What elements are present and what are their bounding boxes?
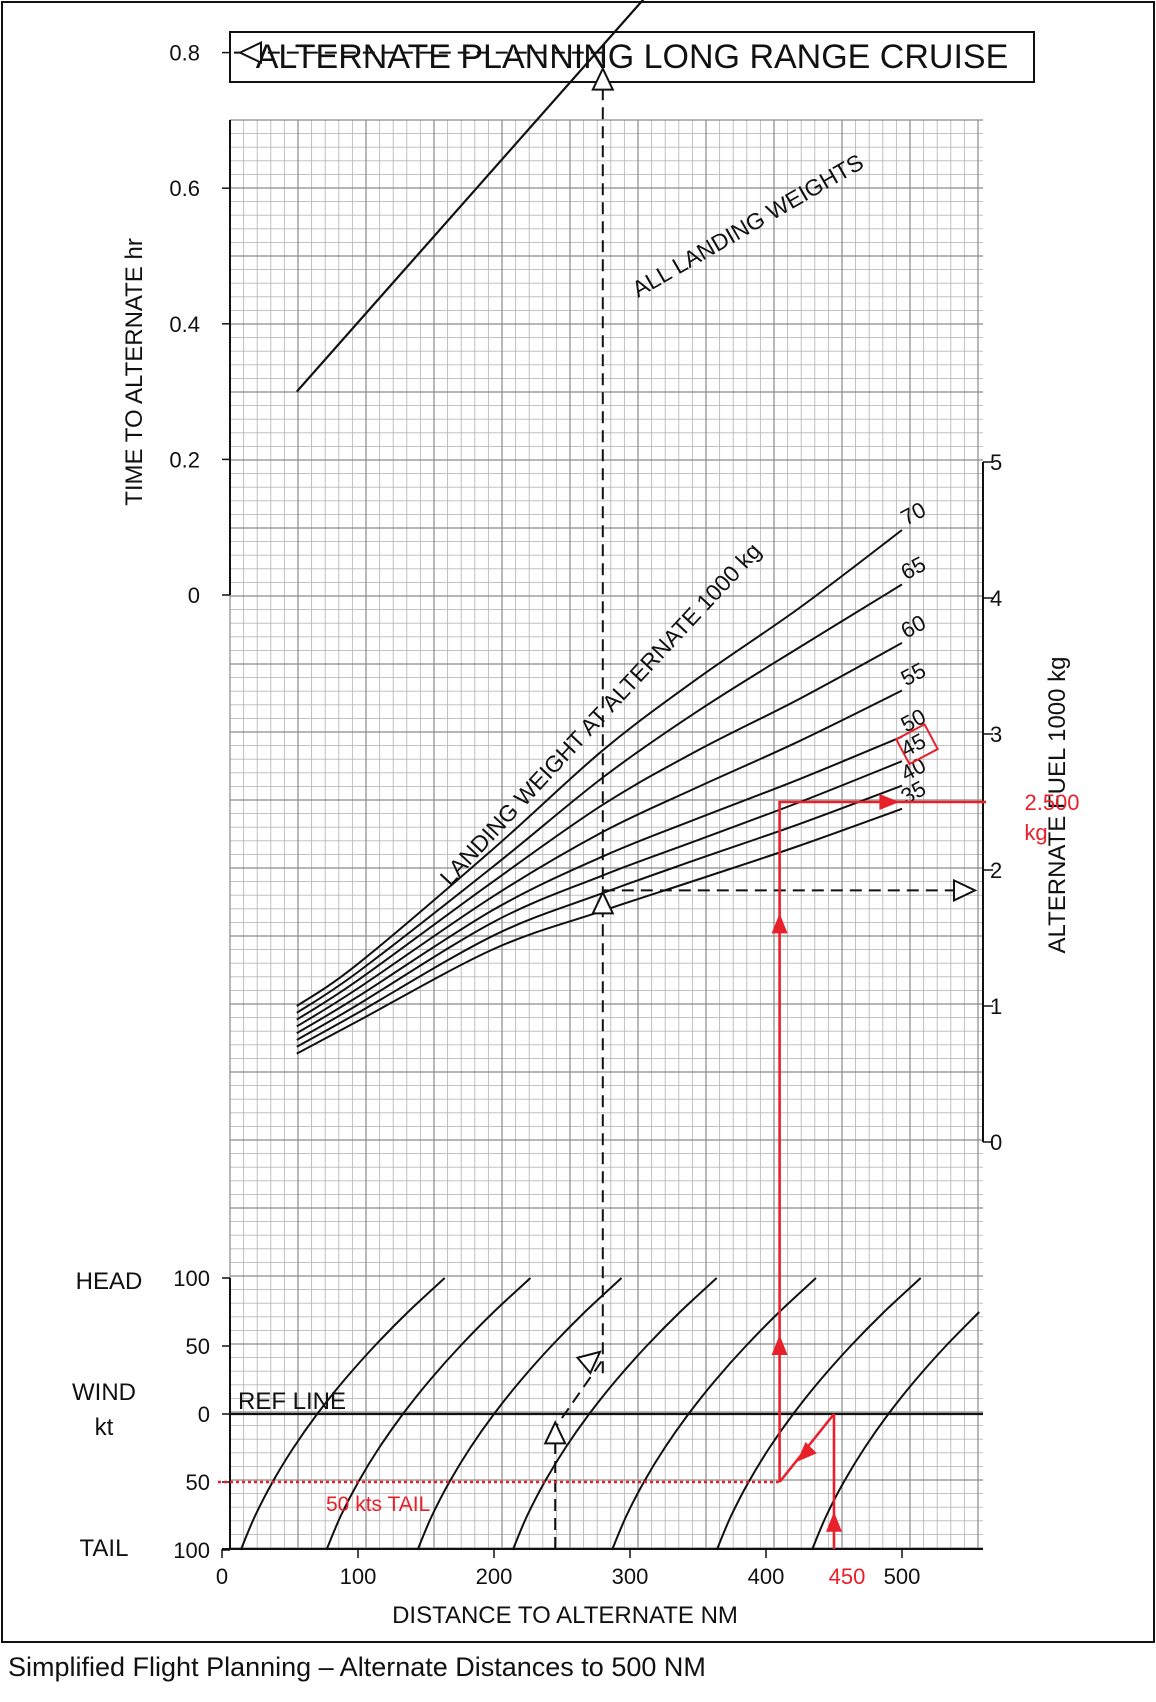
ref-line-label: REF LINE xyxy=(238,1388,346,1415)
border xyxy=(1,1,1155,1643)
wind-tick-label: 50 xyxy=(186,1334,210,1359)
all-landing-weights-label: ALL LANDING WEIGHTS xyxy=(628,149,868,303)
grid-major xyxy=(229,119,983,1549)
figure-caption: Simplified Flight Planning – Alternate D… xyxy=(8,1652,706,1682)
red-arrow-up xyxy=(771,1335,788,1355)
fuel-curve-label-35: 35 xyxy=(897,776,930,810)
time-axis-label: TIME TO ALTERNATE hr xyxy=(121,238,148,506)
fuel-curve-70 xyxy=(296,529,903,1007)
fuel-tick-label: 3 xyxy=(990,722,1002,747)
example-construction xyxy=(218,41,986,1549)
wind-tick-label: 100 xyxy=(173,1538,210,1563)
title-box xyxy=(229,31,1035,83)
arrow-head-left xyxy=(237,41,262,65)
wind-guide-line xyxy=(810,1311,980,1551)
wind-tail-label: TAIL xyxy=(80,1535,129,1562)
x-tick-label: 0 xyxy=(216,1564,228,1589)
time-line-all-weights xyxy=(295,0,645,393)
wind-guide-line xyxy=(325,1277,532,1551)
x-axis-label: DISTANCE TO ALTERNATE NM xyxy=(392,1602,738,1629)
time-tick-label: 0.6 xyxy=(169,176,200,201)
fuel-tick-label: 5 xyxy=(990,450,1002,475)
red-arrow-up xyxy=(771,913,788,934)
time-tick-label: 0.4 xyxy=(169,312,200,337)
wind-guide-line xyxy=(511,1277,718,1551)
wind-title-label: WIND xyxy=(72,1379,136,1406)
fuel-curve-label-60: 60 xyxy=(897,610,930,644)
fuel-axis-label: ALTERNATE FUEL 1000 kg xyxy=(1044,657,1071,954)
time-tick-label: 0.8 xyxy=(169,41,200,66)
wind-tick-label: 100 xyxy=(173,1266,210,1291)
fuel-tick-label: 2 xyxy=(990,858,1002,883)
x-tick-label: 300 xyxy=(612,1564,649,1589)
wind-50-tail-label: 50 kts TAIL xyxy=(326,1493,430,1516)
arrow-head-up xyxy=(591,890,615,915)
red-fuel-path xyxy=(778,800,986,1482)
wind-guide-line xyxy=(715,1277,922,1551)
fuel-curve-label-55: 55 xyxy=(897,657,930,691)
fuel-curve-label-65: 65 xyxy=(897,551,930,585)
x-tick-label: 200 xyxy=(476,1564,513,1589)
arrow-head-right xyxy=(953,878,978,902)
landing-weight-family-label: LANDING WEIGHT AT ALTERNATE 1000 kg xyxy=(435,538,766,891)
grid xyxy=(229,119,983,1549)
fuel-curve-60 xyxy=(296,642,903,1021)
chart-title: ALTERNATE PLANNING LONG RANGE CRUISE xyxy=(256,38,1009,76)
arrow-head-diag xyxy=(575,1350,602,1375)
fuel-curve-label-70: 70 xyxy=(897,497,930,531)
wind-unit-label: kt xyxy=(95,1414,114,1441)
fuel-tick-label: 0 xyxy=(990,1130,1002,1155)
fuel-curve-35 xyxy=(296,807,903,1055)
distance-450-label: 450 xyxy=(829,1564,866,1589)
fuel-tick-label: 1 xyxy=(990,994,1002,1019)
x-tick-label: 100 xyxy=(340,1564,377,1589)
x-tick-label: 400 xyxy=(748,1564,785,1589)
wind-tick-label: 50 xyxy=(186,1470,210,1495)
tick-labels: 010020030040050000.20.40.60.81.01.21.401… xyxy=(169,41,1002,1589)
fuel-2500-unit-label: kg xyxy=(1024,820,1047,845)
red-arrow-diag xyxy=(797,1441,817,1462)
arrow-head-up xyxy=(543,1420,567,1445)
time-tick-label: 0 xyxy=(188,583,200,608)
fuel-tick-label: 4 xyxy=(990,586,1002,611)
red-arrow-right xyxy=(879,794,900,810)
red-arrow-up xyxy=(826,1511,842,1532)
arrow-head-up xyxy=(591,66,615,91)
time-tick-label: 0.2 xyxy=(169,447,200,472)
x-tick-label: 500 xyxy=(884,1564,921,1589)
wind-guide-line xyxy=(611,1277,817,1551)
red-45-box xyxy=(894,722,940,766)
wind-guide-line xyxy=(416,1277,623,1551)
fuel-2500-value-label: 2.500 xyxy=(1024,790,1079,815)
fuel-curve-40 xyxy=(296,784,903,1048)
wind-head-label: HEAD xyxy=(76,1268,143,1295)
axes xyxy=(222,120,984,1550)
wind-guide-line xyxy=(239,1277,446,1551)
wind-tick-label: 0 xyxy=(198,1402,210,1427)
grid-minor xyxy=(229,119,983,1549)
